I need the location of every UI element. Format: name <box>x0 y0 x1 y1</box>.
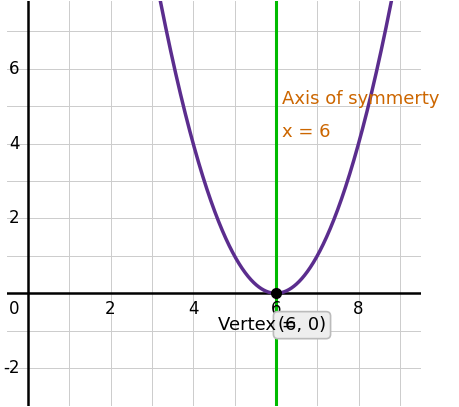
Text: 2: 2 <box>105 300 116 318</box>
Text: x = 6: x = 6 <box>281 123 330 141</box>
Text: 8: 8 <box>353 300 363 318</box>
Text: 4: 4 <box>9 135 20 153</box>
Text: 6: 6 <box>9 60 20 78</box>
Text: 2: 2 <box>9 210 20 228</box>
Text: (6, 0): (6, 0) <box>277 316 325 334</box>
Text: 0: 0 <box>9 300 20 318</box>
Text: Vertex =: Vertex = <box>218 316 296 334</box>
Text: 4: 4 <box>188 300 198 318</box>
Text: -2: -2 <box>3 359 20 377</box>
Text: 6: 6 <box>270 300 280 318</box>
Text: Axis of symmerty: Axis of symmerty <box>281 90 439 108</box>
